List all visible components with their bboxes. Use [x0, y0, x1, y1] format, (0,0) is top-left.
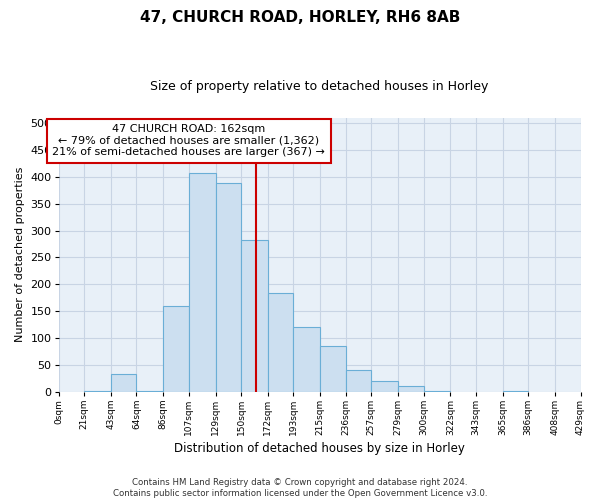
Bar — [346, 370, 371, 392]
Bar — [189, 173, 215, 392]
Text: 47, CHURCH ROAD, HORLEY, RH6 8AB: 47, CHURCH ROAD, HORLEY, RH6 8AB — [140, 10, 460, 25]
Bar — [293, 328, 320, 392]
X-axis label: Distribution of detached houses by size in Horley: Distribution of detached houses by size … — [174, 442, 465, 455]
Bar — [163, 306, 189, 392]
Bar — [424, 390, 451, 392]
Text: 47 CHURCH ROAD: 162sqm
← 79% of detached houses are smaller (1,362)
21% of semi-: 47 CHURCH ROAD: 162sqm ← 79% of detached… — [52, 124, 325, 158]
Bar — [111, 374, 136, 392]
Bar — [398, 386, 424, 392]
Bar — [215, 184, 241, 392]
Bar — [268, 293, 293, 392]
Bar — [503, 390, 528, 392]
Bar — [84, 390, 111, 392]
Bar — [371, 381, 398, 392]
Title: Size of property relative to detached houses in Horley: Size of property relative to detached ho… — [151, 80, 489, 93]
Bar — [320, 346, 346, 392]
Bar — [136, 390, 163, 392]
Bar — [241, 240, 268, 392]
Text: Contains HM Land Registry data © Crown copyright and database right 2024.
Contai: Contains HM Land Registry data © Crown c… — [113, 478, 487, 498]
Y-axis label: Number of detached properties: Number of detached properties — [15, 167, 25, 342]
